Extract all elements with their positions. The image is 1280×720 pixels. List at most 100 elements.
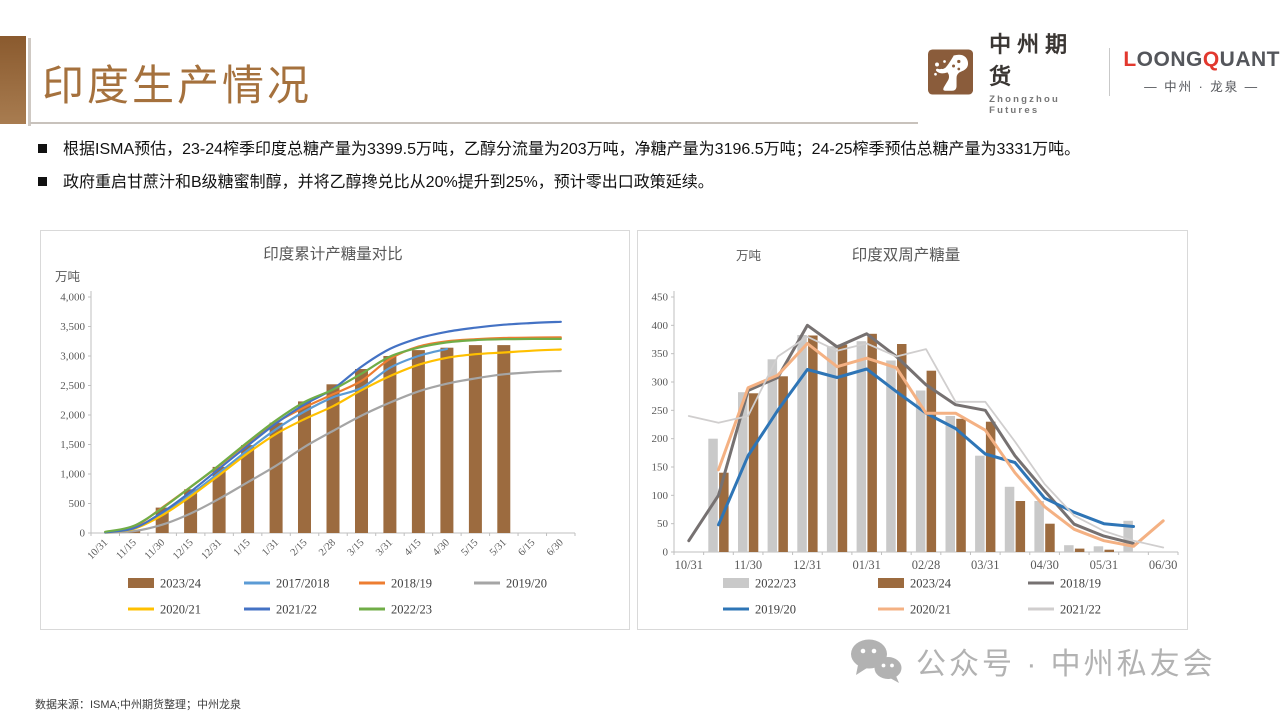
header-logos: 中州期货 Zhongzhou Futures LOONGQUANT — 中州 ·…	[928, 27, 1280, 116]
legend-item-2023/24: 2023/24	[128, 577, 202, 591]
page-title: 印度生产情况	[42, 62, 313, 109]
y-tick-label: 0	[80, 528, 86, 540]
x-tick-label: 05/31	[1090, 558, 1118, 572]
loongquant-subtitle: — 中州 · 龙泉 —	[1144, 80, 1260, 94]
legend-label: 2018/19	[391, 577, 432, 591]
bar	[355, 369, 368, 533]
bar	[1064, 545, 1074, 552]
bar	[184, 489, 198, 533]
x-tick-label: 01/31	[852, 558, 880, 572]
bar	[956, 418, 966, 552]
x-tick-label: 4/30	[431, 537, 452, 558]
y-tick-label: 4,000	[60, 292, 85, 304]
loongquant-wordmark: LOONGQUANT	[1123, 48, 1280, 71]
legend-label: 2020/21	[910, 603, 951, 617]
legend-item-2023/24: 2023/24	[878, 577, 952, 591]
x-tick-label: 1/15	[232, 537, 253, 558]
legend-item-2020/21: 2020/21	[128, 603, 201, 617]
y-tick-label: 1,500	[60, 439, 85, 451]
series-2023/24-bars	[719, 333, 1114, 552]
loongquant-logo-block: LOONGQUANT — 中州 · 龙泉 —	[1123, 48, 1280, 95]
title-underline	[30, 122, 918, 124]
series-2022/23-line	[104, 337, 562, 533]
line-path	[687, 335, 1165, 549]
wechat-icon	[851, 639, 902, 683]
bullet-text: 根据ISMA预估，23-24榨季印度总糖产量为3399.5万吨，乙醇分流量为20…	[63, 141, 1081, 158]
y-tick-label: 2,000	[60, 410, 85, 422]
x-tick-label: 10/31	[86, 537, 111, 562]
bar	[867, 333, 877, 552]
x-tick-label: 11/30	[734, 558, 762, 572]
legend-item-2019/20: 2019/20	[723, 603, 796, 617]
legend-item-2019/20: 2019/20	[474, 577, 547, 591]
x-tick-label: 12/31	[200, 537, 225, 562]
logo-divider	[1108, 47, 1110, 96]
x-tick-label: 6/15	[516, 537, 537, 558]
bar	[383, 356, 397, 533]
bar	[440, 347, 454, 533]
bar	[778, 376, 788, 552]
bar	[269, 422, 283, 533]
y-tick-label: 250	[652, 405, 669, 417]
legend-item-2022/23: 2022/23	[723, 577, 796, 591]
title-accent-edge	[28, 38, 31, 126]
data-source-note: 数据来源：ISMA;中州期货整理；中州龙泉	[35, 699, 241, 711]
series-2018/19-line	[687, 323, 1135, 545]
title-accent-bar	[0, 36, 26, 124]
bullet-text: 政府重启甘蔗汁和B级糖蜜制醇，并将乙醇搀兑比从20%提升到25%，预计零出口政策…	[63, 173, 714, 191]
bar	[497, 345, 511, 533]
legend-item-2021/22: 2021/22	[1028, 603, 1101, 617]
x-tick-label: 12/15	[171, 537, 196, 562]
line-path	[104, 337, 562, 533]
x-tick-label: 12/31	[793, 558, 821, 572]
watermark-text: 公众号 · 中州私友会	[916, 647, 1216, 681]
legend-label: 2021/22	[1060, 603, 1101, 617]
y-tick-label: 300	[652, 377, 669, 389]
bar	[1093, 546, 1104, 552]
bar	[808, 335, 818, 552]
x-tick-label: 06/30	[1149, 558, 1177, 572]
bar	[1123, 520, 1133, 552]
axis-unit-label: 万吨	[55, 270, 81, 284]
series-2020/21-line	[104, 348, 562, 534]
y-tick-label: 500	[69, 498, 86, 510]
series-2021/22-line	[687, 335, 1165, 549]
bar	[886, 360, 896, 552]
x-tick-label: 03/31	[971, 558, 999, 572]
y-tick-label: 3,500	[60, 321, 85, 333]
biweekly-production-chart: 印度双周产糖量 万吨 0 50 100 150 200 250 300 350 400 450 10/3…	[652, 246, 1179, 617]
bar	[837, 344, 848, 552]
bullet-square-icon	[38, 176, 47, 186]
line-path	[104, 348, 562, 534]
watermark: 公众号 · 中州私友会	[848, 637, 1216, 684]
x-tick-label: 5/31	[488, 537, 509, 558]
x-tick-label: 11/30	[143, 537, 167, 561]
x-tick-label: 02/28	[912, 558, 940, 572]
x-tick-label: 1/31	[260, 537, 281, 558]
bar	[1004, 486, 1015, 552]
y-tick-label: 1,000	[60, 469, 85, 481]
y-tick-label: 2,500	[60, 380, 85, 392]
y-tick-label: 0	[663, 547, 669, 559]
y-tick-label: 100	[652, 490, 669, 502]
axis-unit-label: 万吨	[736, 249, 762, 263]
bar	[1015, 501, 1026, 552]
bar	[708, 438, 718, 552]
x-tick-label: 2/28	[317, 537, 338, 558]
y-tick-label: 150	[652, 462, 669, 474]
legend-item-2020/21: 2020/21	[878, 603, 951, 617]
x-tick-label: 5/15	[459, 537, 480, 558]
line-path	[104, 369, 562, 534]
chart-panel-cumulative-production: 印度累计产糖量对比 万吨 0 500 1,000 1,500 2,000 2,500 3,000…	[40, 230, 630, 630]
legend-label: 2023/24	[160, 577, 202, 591]
line-path	[687, 323, 1135, 545]
bar	[915, 390, 926, 552]
bar	[985, 421, 996, 552]
legend-label: 2022/23	[391, 603, 432, 617]
y-tick-label: 450	[652, 292, 669, 304]
x-tick-label: 2/15	[289, 537, 310, 558]
bar	[926, 370, 937, 552]
x-tick-label: 6/30	[545, 537, 566, 558]
